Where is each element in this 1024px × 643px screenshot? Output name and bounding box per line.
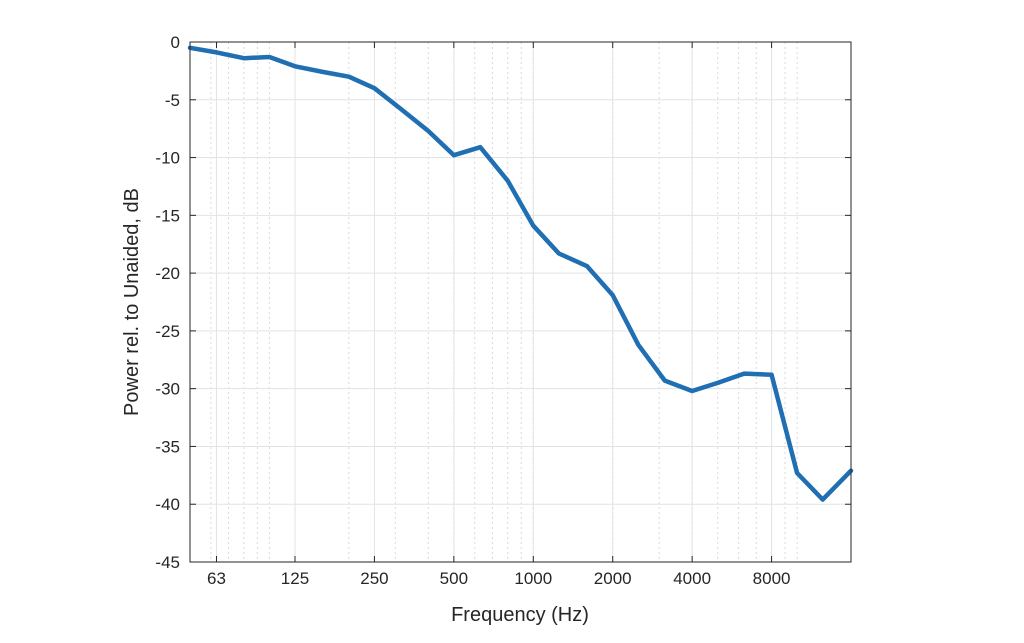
x-tick-label: 2000 — [594, 569, 632, 588]
y-tick-label: -25 — [155, 322, 180, 341]
x-tick-label: 8000 — [753, 569, 791, 588]
x-tick-label: 1000 — [514, 569, 552, 588]
series-line — [187, 45, 854, 502]
y-tick-label: -5 — [165, 91, 180, 110]
x-tick-label: 500 — [440, 569, 468, 588]
y-tick-label: -45 — [155, 553, 180, 572]
y-tick-label: -20 — [155, 264, 180, 283]
plot-area — [190, 42, 851, 562]
y-tick-label: 0 — [171, 33, 180, 52]
y-tick-label: -35 — [155, 437, 180, 456]
x-ticks: 63 125 250 500 1000 2000 4000 8000 — [207, 42, 790, 588]
x-tick-label: 4000 — [673, 569, 711, 588]
y-tick-label: -10 — [155, 149, 180, 168]
y-tick-label: -15 — [155, 206, 180, 225]
y-tick-label: -40 — [155, 495, 180, 514]
x-tick-label: 250 — [360, 569, 388, 588]
x-tick-label: 63 — [207, 569, 226, 588]
x-axis-label: Frequency (Hz) — [451, 604, 589, 626]
y-ticks: 0 -5 -10 -15 -20 -25 -30 -35 -40 -45 — [155, 33, 851, 572]
y-axis-label: Power rel. to Unaided, dB — [121, 188, 143, 416]
plot-frame — [189, 41, 852, 563]
y-tick-label: -30 — [155, 380, 180, 399]
x-tick-label: 125 — [281, 569, 309, 588]
major-grid — [190, 41, 851, 563]
